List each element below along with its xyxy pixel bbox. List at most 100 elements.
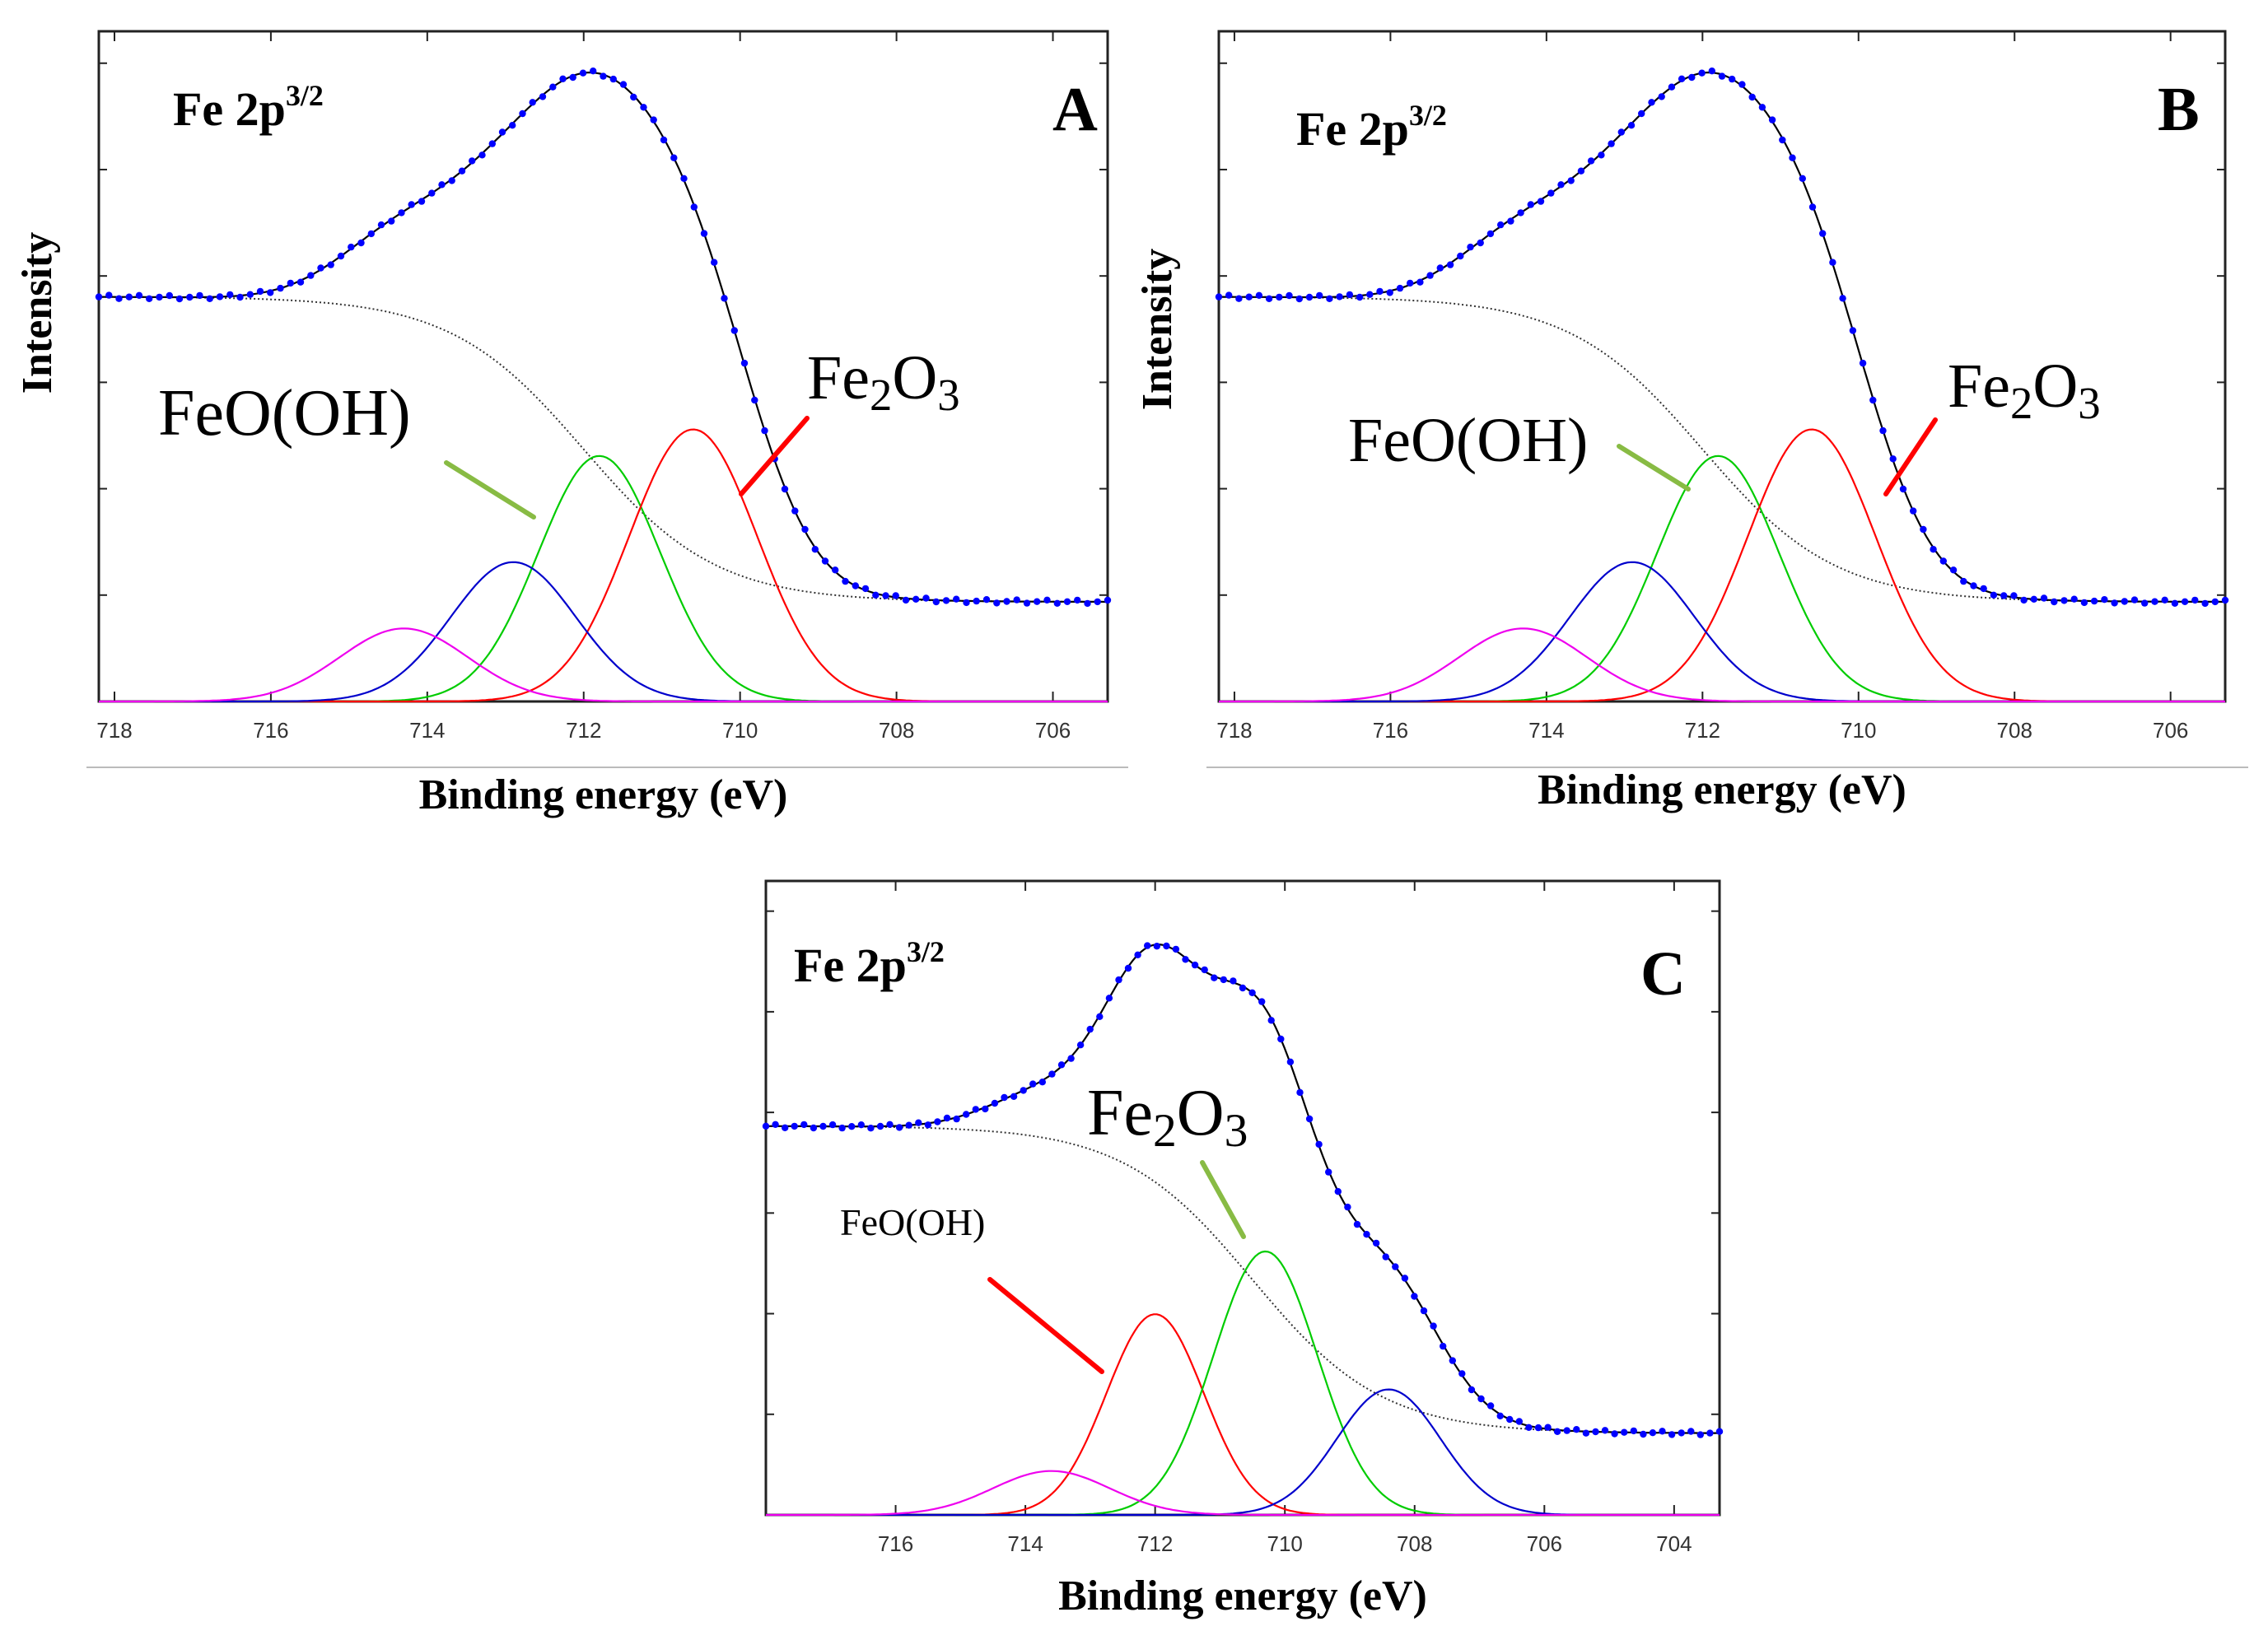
data-point <box>1296 1088 1304 1097</box>
data-point <box>1265 295 1273 302</box>
x-tick-label: 712 <box>1685 718 1720 743</box>
data-point <box>876 1122 884 1130</box>
x-tick-label: 718 <box>96 718 132 743</box>
data-point <box>1172 945 1180 953</box>
panel-letter: C <box>1640 939 1686 1009</box>
data-point <box>670 154 678 161</box>
data-point <box>1640 1430 1647 1438</box>
x-tick-label: 710 <box>1267 1531 1303 1556</box>
data-point <box>1446 261 1454 268</box>
data-point <box>448 177 455 184</box>
data-point <box>1416 278 1424 286</box>
panel-letter: A <box>1052 75 1098 144</box>
annotation-pointer <box>1200 1160 1246 1239</box>
x-tick-label: 708 <box>1997 718 2032 743</box>
data-point <box>1094 598 1101 606</box>
data-point <box>1738 81 1746 88</box>
data-point <box>2221 596 2229 604</box>
data-point <box>1611 1430 1618 1438</box>
data-point <box>146 295 153 302</box>
data-point <box>2111 599 2118 607</box>
data-point <box>1939 557 1947 565</box>
data-point <box>1267 1017 1275 1024</box>
data-point <box>2020 596 2028 604</box>
component-peak-peak-3 <box>1219 627 2225 703</box>
data-point <box>488 140 496 147</box>
data-point <box>478 151 486 159</box>
data-point <box>953 595 960 603</box>
data-point <box>2151 598 2158 605</box>
data-point <box>1598 151 1605 159</box>
data-point <box>1407 279 1414 287</box>
data-point <box>730 327 738 334</box>
data-point <box>1115 976 1122 984</box>
data-point <box>1411 1293 1418 1300</box>
data-point <box>1124 964 1132 972</box>
data-point <box>905 1121 912 1129</box>
panel-letter: B <box>2158 75 2200 144</box>
data-point <box>469 157 476 165</box>
data-point <box>895 1124 903 1131</box>
data-point <box>115 295 123 302</box>
data-point <box>1544 1424 1552 1431</box>
data-point <box>135 291 143 299</box>
data-point <box>1305 1115 1314 1123</box>
data-point <box>569 73 576 82</box>
data-point <box>650 116 657 123</box>
data-point <box>1467 243 1474 251</box>
data-point <box>2171 599 2179 607</box>
data-point <box>640 104 647 111</box>
data-point <box>1819 230 1827 237</box>
data-point <box>892 592 899 599</box>
data-point <box>1457 252 1464 260</box>
data-point <box>1696 1431 1704 1438</box>
annotation-pointer <box>444 460 536 520</box>
data-point <box>1426 272 1434 279</box>
data-point <box>943 1114 951 1122</box>
data-points <box>762 942 1724 1438</box>
data-point <box>1869 396 1877 404</box>
data-point <box>2191 596 2199 604</box>
x-tick-label: 708 <box>879 718 914 743</box>
data-point <box>1592 1428 1599 1436</box>
data-point <box>838 1124 846 1132</box>
data-point <box>1230 977 1237 985</box>
data-point <box>1315 1140 1323 1149</box>
data-point <box>1638 110 1645 118</box>
data-point <box>1182 956 1189 963</box>
data-point <box>819 1122 827 1130</box>
data-point <box>1627 122 1636 129</box>
annotation-feooh: FeO(OH) <box>1348 406 1588 475</box>
data-point <box>1799 175 1806 182</box>
data-point <box>1104 596 1112 604</box>
data-point <box>1034 598 1041 605</box>
annotation-fe2o3: Fe2O3 <box>807 343 960 420</box>
data-point <box>2051 598 2058 606</box>
data-point <box>166 291 173 300</box>
x-tick-label: 708 <box>1397 1531 1432 1556</box>
data-point <box>1748 93 1756 101</box>
data-point <box>630 93 637 101</box>
data-point <box>1678 75 1686 83</box>
data-point <box>296 278 305 286</box>
data-point <box>857 1121 866 1129</box>
data-point <box>912 595 920 603</box>
data-point <box>1258 998 1266 1005</box>
data-point <box>337 252 345 260</box>
data-point <box>277 284 284 292</box>
data-point <box>811 546 819 553</box>
data-point <box>1074 596 1081 604</box>
data-point <box>1537 198 1545 205</box>
data-point <box>1688 73 1696 82</box>
data-point <box>1515 1418 1524 1425</box>
data-point <box>1698 69 1706 77</box>
data-point <box>196 291 203 300</box>
data-point <box>1601 1427 1609 1434</box>
data-point <box>175 295 184 303</box>
data-point <box>1879 426 1887 435</box>
x-axis-label: Binding energy (eV) <box>1058 1573 1427 1619</box>
data-point <box>519 110 526 118</box>
data-point <box>1990 591 1998 599</box>
data-point <box>226 291 234 299</box>
